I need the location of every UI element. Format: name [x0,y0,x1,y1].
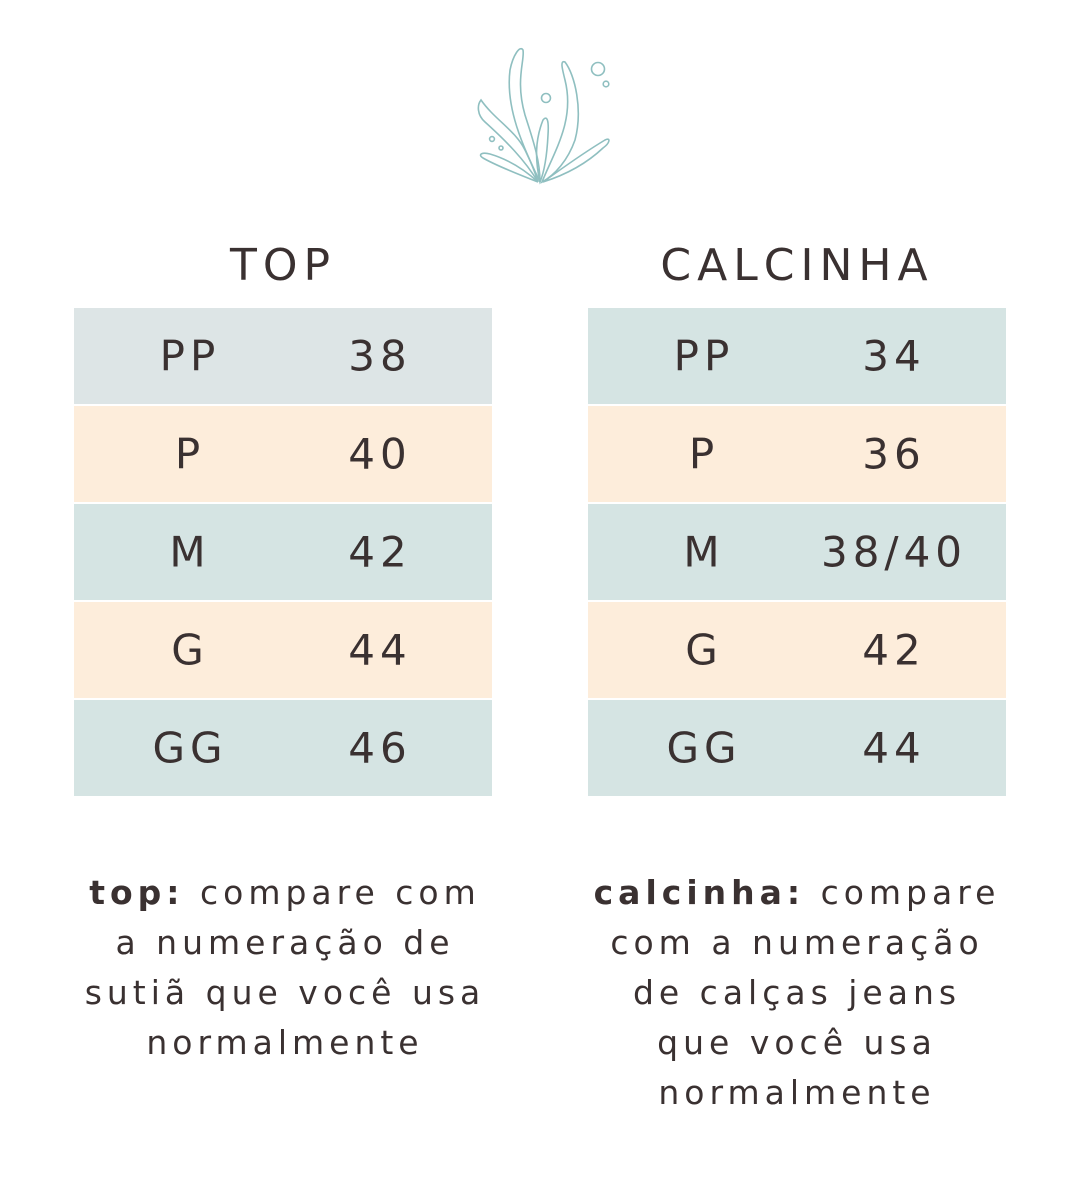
table-row: P 40 [74,406,492,502]
size-value: 36 [862,429,926,479]
top-caption: top: compare com a numeração de sutiã qu… [65,868,505,1068]
table-row: GG 44 [588,700,1006,796]
size-label: M [683,527,725,577]
caption-line: normalmente [146,1023,424,1062]
caption-line: compare [820,873,1001,912]
table-row: GG 46 [74,700,492,796]
table-row: M 38/40 [588,504,1006,600]
size-label: GG [152,723,228,773]
seaweed-icon [477,48,610,185]
size-label: P [688,429,720,479]
size-value: 40 [348,429,412,479]
size-label: GG [666,723,742,773]
size-value: 38 [348,331,412,381]
caption-line: a numeração de [115,923,455,962]
table-row: PP 34 [588,308,1006,404]
size-label: P [174,429,206,479]
top-size-table: PP 38 P 40 M 42 G 44 GG 46 [74,308,492,798]
table-row: P 36 [588,406,1006,502]
caption-line: normalmente [658,1073,936,1112]
size-label: PP [673,331,735,381]
caption-bold: calcinha: [593,873,806,912]
size-value: 42 [862,625,926,675]
size-value: 38/40 [820,527,968,577]
calcinha-size-table: PP 34 P 36 M 38/40 G 42 GG 44 [588,308,1006,798]
size-value: 34 [862,331,926,381]
calcinha-title: CALCINHA [660,240,934,291]
caption-line: compare com [200,873,481,912]
top-title: TOP [229,240,337,291]
size-value: 44 [348,625,412,675]
size-label: G [171,625,209,675]
table-row: PP 38 [74,308,492,404]
size-value: 42 [348,527,412,577]
caption-line: de calças jeans [632,973,962,1012]
table-row: G 44 [74,602,492,698]
size-label: M [169,527,211,577]
table-row: G 42 [588,602,1006,698]
size-label: PP [159,331,221,381]
caption-line: que você usa [657,1023,937,1062]
size-label: G [685,625,723,675]
caption-line: sutiã que você usa [84,973,486,1012]
size-value: 44 [862,723,926,773]
caption-bold: top: [89,873,185,912]
size-value: 46 [348,723,412,773]
caption-line: com a numeração [610,923,984,962]
table-row: M 42 [74,504,492,600]
calcinha-caption: calcinha: compare com a numeração de cal… [577,868,1017,1118]
